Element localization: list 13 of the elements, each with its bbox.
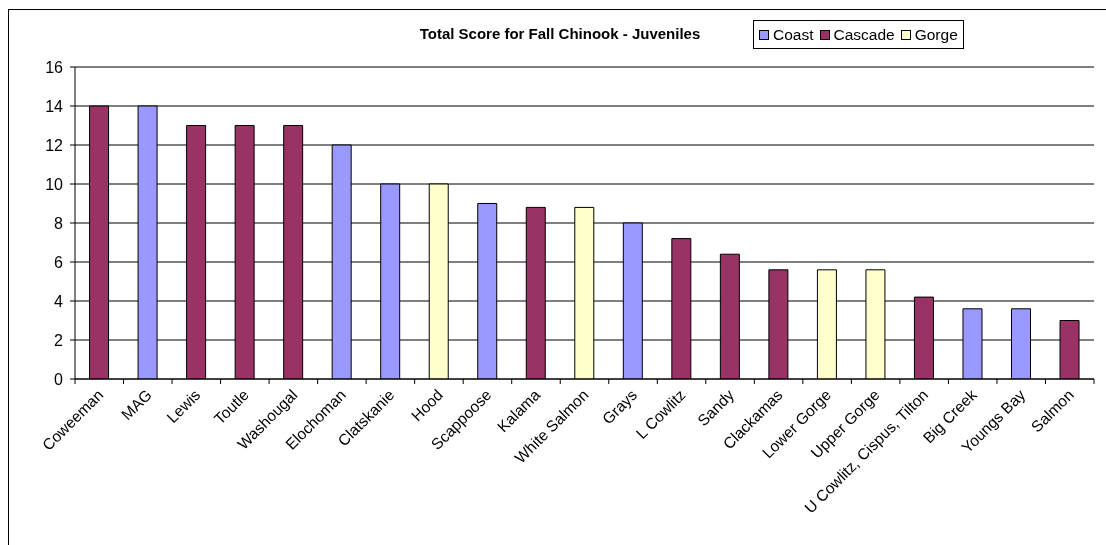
y-tick-label: 0 [54,370,64,388]
legend-label: Coast [773,25,814,43]
y-tick-label: 16 [45,58,64,76]
y-tick-label: 8 [54,214,64,232]
y-tick-label: 6 [54,253,64,271]
legend-label: Cascade [833,25,895,43]
y-tick-label: 2 [54,331,64,349]
legend-label: Gorge [914,25,958,43]
y-tick-label: 12 [45,136,64,154]
chart-title: Total Score for Fall Chinook - Juveniles [419,25,701,42]
y-tick-label: 14 [45,97,64,115]
y-tick-label: 10 [45,175,64,193]
y-tick-label: 4 [54,292,64,310]
